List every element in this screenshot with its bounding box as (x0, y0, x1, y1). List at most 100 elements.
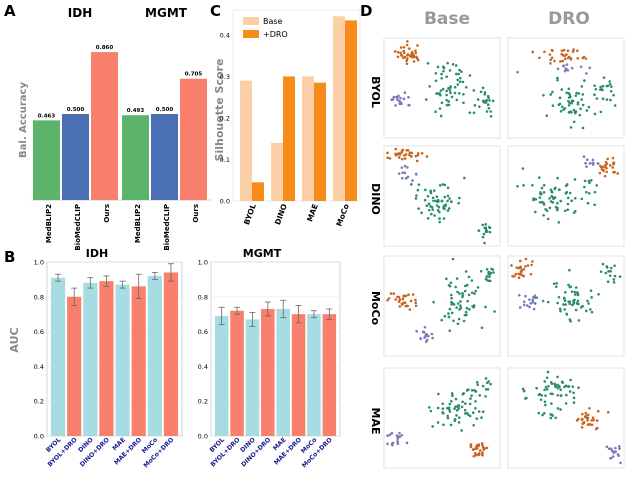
tsne-point (561, 105, 564, 109)
tsne-point (438, 184, 442, 187)
tsne-point (457, 317, 461, 321)
tsne-point (556, 176, 559, 180)
bar-b-3-4 (276, 308, 290, 436)
tsne-point (549, 62, 552, 65)
tsne-point (566, 208, 570, 212)
tsne-point (464, 402, 467, 405)
tsne-point (567, 283, 570, 287)
tsne-point (617, 445, 621, 448)
tsne-point (450, 311, 454, 315)
ytick-label-c: 0.0 (220, 198, 230, 206)
tsne-point (569, 319, 572, 323)
tsne-point (589, 179, 593, 182)
tsne-point (548, 206, 552, 210)
tsne-point (540, 192, 543, 196)
tsne-point (546, 300, 550, 304)
ytick-label-c: 0.1 (220, 156, 230, 164)
tsne-point (406, 148, 410, 152)
tsne-point (569, 378, 572, 382)
tsne-point (556, 78, 559, 82)
tsne-point (550, 48, 554, 52)
tsne-point (518, 306, 522, 309)
tsne-point (567, 55, 571, 59)
tsne-point (564, 303, 567, 306)
tsne-point (440, 199, 444, 203)
tsne-point (555, 208, 559, 212)
tsne-point (588, 181, 591, 185)
tsne-point (610, 85, 613, 88)
tsne-point (415, 159, 419, 163)
ytick-label-c: 0.2 (220, 114, 230, 122)
tsne-point (573, 298, 576, 302)
bar-b-2-1 (67, 296, 82, 436)
tsne-point (405, 43, 409, 47)
tsne-point (450, 200, 453, 204)
tsne-point (405, 59, 408, 62)
tsne-point (463, 289, 467, 293)
tsne-point (556, 407, 560, 410)
tsne-point (485, 110, 489, 113)
tsne-point (431, 196, 435, 200)
tsne-point (416, 188, 420, 192)
tsne-point (426, 217, 430, 220)
tsne-point (604, 271, 608, 275)
tsne-point (459, 306, 463, 310)
tsne-point (580, 426, 584, 429)
tsne-point (461, 400, 464, 404)
tsne-point (410, 55, 414, 59)
tsne-point (590, 419, 594, 422)
tsne-point (408, 308, 412, 311)
tsne-point (397, 156, 401, 159)
tsne-point (572, 48, 575, 51)
tsne-point (556, 375, 559, 379)
tsne-point (567, 92, 571, 95)
tsne-point (481, 451, 484, 454)
tsne-point (399, 51, 403, 55)
tsne-point (436, 421, 440, 424)
tsne-point (612, 93, 615, 97)
tsne-point (467, 413, 470, 416)
tsne-point (543, 50, 546, 54)
ytick-label-b: 1.0 (34, 259, 44, 267)
tsne-point (485, 268, 489, 271)
tsne-point (459, 304, 462, 308)
tsne-point (565, 63, 569, 66)
tsne-point (414, 298, 417, 302)
tsne-point (400, 166, 404, 169)
tsne-point (441, 407, 445, 410)
tsne-point (463, 313, 467, 317)
tsne-point (394, 154, 398, 157)
tsne-point (562, 303, 565, 306)
tsne-point (609, 90, 613, 93)
tsne-point (557, 188, 561, 191)
tsne-point (534, 197, 538, 201)
tsne-point (585, 165, 588, 168)
panel-label-c: C (210, 2, 221, 20)
tsne-point (581, 304, 584, 308)
tsne-point (583, 185, 586, 189)
tsne-point (396, 50, 400, 54)
tsne-point (485, 278, 489, 282)
tsne-point (576, 49, 579, 53)
tsne-point (437, 392, 440, 396)
tsne-point (425, 333, 429, 336)
tsne-point (522, 303, 526, 307)
tsne-point (406, 166, 409, 169)
tsne-point (479, 90, 483, 94)
bar-b-2-2 (83, 282, 98, 436)
tsne-cell-frame (383, 255, 501, 357)
tsne-point (543, 380, 547, 383)
tsne-point (601, 97, 605, 101)
tsne-point (463, 408, 467, 412)
tsne-point (396, 442, 400, 446)
tsne-point (457, 91, 461, 95)
tsne-point (447, 407, 451, 411)
tsne-point (591, 416, 595, 420)
tsne-col-base: Base (424, 9, 470, 29)
tsne-point (524, 265, 527, 268)
tsne-point (540, 394, 544, 397)
tsne-point (483, 93, 487, 96)
tsne-point (468, 308, 471, 311)
tsne-point (466, 299, 469, 303)
bar-a-value-label: 0.500 (67, 107, 85, 113)
